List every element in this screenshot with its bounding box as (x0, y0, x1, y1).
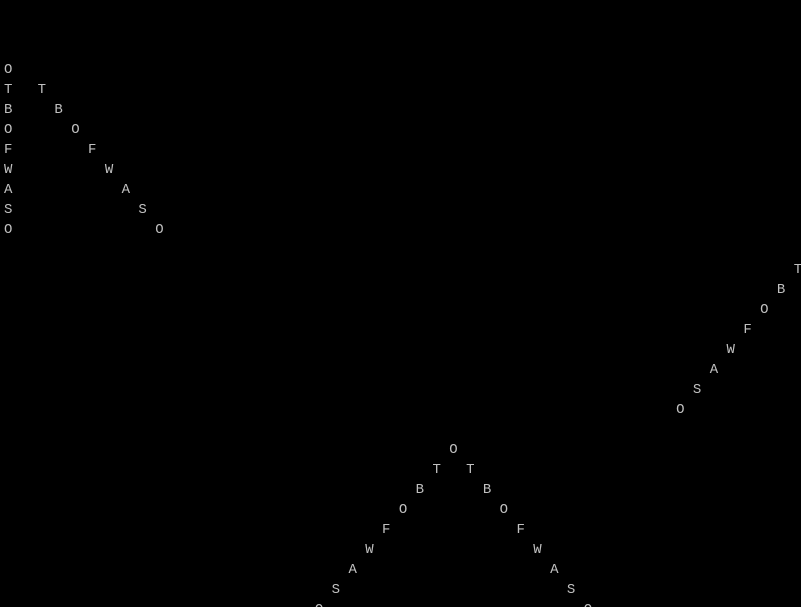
terminal-line: W (4, 340, 801, 360)
terminal-line: O O (4, 500, 801, 520)
terminal-line: O (4, 300, 801, 320)
terminal-line: T T (4, 460, 801, 480)
terminal-line: A A (4, 180, 801, 200)
terminal-line: O (4, 400, 801, 420)
terminal-line: B B (4, 480, 801, 500)
terminal-line: T T (4, 260, 801, 280)
terminal-line: A (4, 360, 801, 380)
terminal-line: F F (4, 520, 801, 540)
ascii-canvas: OT TB BO OF FW WA AS SO O O (4, 40, 801, 607)
terminal-line: S S (4, 580, 801, 600)
terminal-line: S S (4, 200, 801, 220)
terminal-line: O O (4, 600, 801, 607)
terminal-line: B (4, 280, 801, 300)
terminal-line: F (4, 320, 801, 340)
terminal-line: O O (4, 120, 801, 140)
terminal-line: O (4, 240, 801, 260)
terminal-line (4, 40, 801, 60)
terminal-line: A A (4, 560, 801, 580)
terminal-output: OT TB BO OF FW WA AS SO O O (4, 0, 801, 607)
terminal-line: O (4, 60, 801, 80)
terminal-line: S (4, 380, 801, 400)
terminal-line: O O (4, 220, 801, 240)
terminal-line: W W (4, 540, 801, 560)
terminal-line: O (4, 440, 801, 460)
terminal-line: T T (4, 80, 801, 100)
terminal-line: F F (4, 140, 801, 160)
terminal-line: B B (4, 100, 801, 120)
terminal-line: W W (4, 160, 801, 180)
terminal-line (4, 420, 801, 440)
